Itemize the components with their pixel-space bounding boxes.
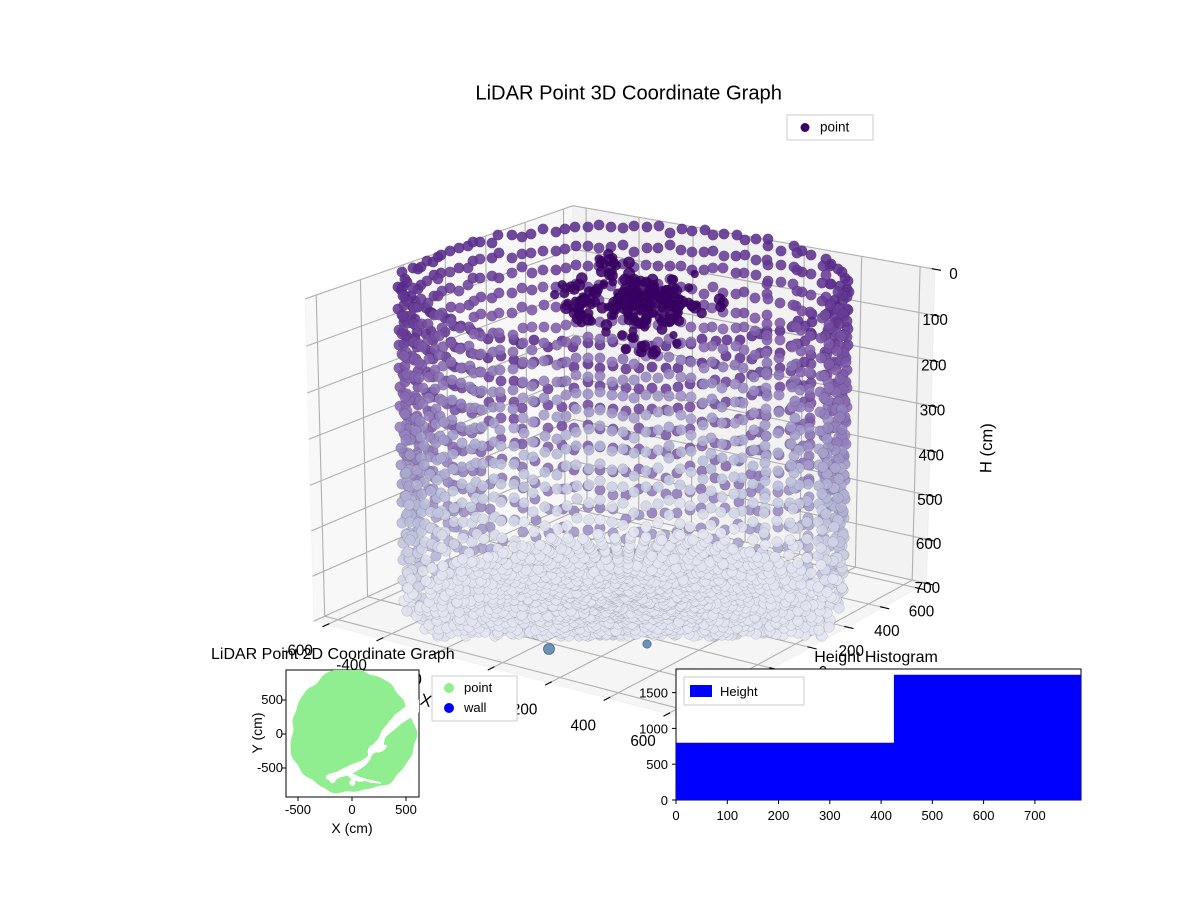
svg-text:300: 300 — [819, 808, 841, 823]
svg-text:1000: 1000 — [639, 721, 668, 736]
svg-text:400: 400 — [870, 808, 892, 823]
svg-text:0: 0 — [661, 793, 668, 808]
svg-text:200: 200 — [768, 808, 790, 823]
svg-text:100: 100 — [716, 808, 738, 823]
svg-text:1500: 1500 — [639, 686, 668, 701]
svg-text:500: 500 — [646, 757, 668, 772]
svg-text:600: 600 — [973, 808, 995, 823]
svg-text:500: 500 — [921, 808, 943, 823]
svg-text:Height Histogram: Height Histogram — [814, 649, 938, 666]
svg-text:0: 0 — [672, 808, 679, 823]
svg-text:700: 700 — [1024, 808, 1046, 823]
svg-text:Height: Height — [720, 684, 758, 699]
